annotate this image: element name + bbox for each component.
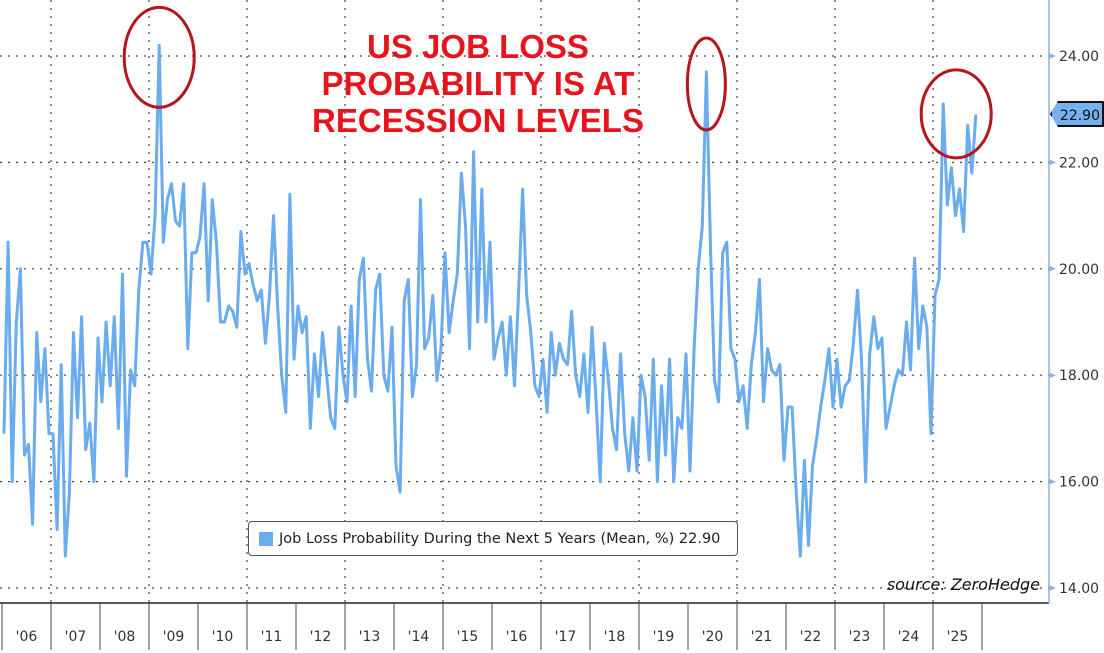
x-tick-label: '07 (65, 629, 87, 645)
y-tick-label: 18.00 (1059, 368, 1099, 384)
x-tick-label: '08 (114, 629, 136, 645)
x-axis: '06 '07 '08 '09 '10 '11 '12 '13 '14 '15 '16 '17 '18 '… (0, 602, 1049, 650)
x-tick-label: '12 (310, 629, 332, 645)
x-tick-label: '17 (555, 629, 577, 645)
legend: Job Loss Probability During the Next 5 Y… (248, 521, 738, 556)
y-tick (1049, 53, 1056, 59)
y-axis: 14.00 16.00 18.00 20.00 22.00 24.00 (1048, 0, 1099, 603)
y-tick-label: 16.00 (1059, 475, 1099, 491)
x-tick-label: '13 (359, 629, 381, 645)
legend-label: Job Loss Probability During the Next 5 Y… (279, 530, 721, 547)
y-tick-label: 20.00 (1059, 262, 1099, 278)
x-tick-label: '23 (849, 629, 871, 645)
y-tick-label: 24.00 (1059, 49, 1099, 65)
x-tick-label: '24 (898, 629, 920, 645)
x-tick-label: '19 (653, 629, 675, 645)
x-tick-label: '06 (16, 629, 38, 645)
title-line: PROBABILITY IS AT (321, 65, 635, 102)
legend-swatch (259, 531, 273, 546)
x-tick-label: '10 (212, 629, 234, 645)
last-value-label: 22.90 (1050, 101, 1104, 127)
highlight-circle (919, 68, 993, 160)
x-tick-label: '25 (947, 629, 969, 645)
highlight-circle (685, 36, 727, 132)
x-tick-label: '11 (261, 629, 283, 645)
y-tick (1049, 372, 1056, 379)
source-note: source: ZeroHedge (886, 575, 1040, 594)
chart-title: US JOB LOSS PROBABILITY IS AT RECESSION … (250, 28, 706, 139)
title-line: RECESSION LEVELS (312, 102, 644, 139)
y-tick (1049, 159, 1056, 166)
highlight-circles (122, 5, 993, 160)
x-tick-label: '15 (457, 629, 479, 645)
series-line (2, 43, 978, 558)
y-tick (1049, 478, 1056, 485)
x-tick-label: '21 (751, 629, 773, 645)
x-tick-label: '22 (800, 629, 822, 645)
x-tick-label: '18 (604, 629, 626, 645)
highlight-circle (122, 5, 196, 109)
y-tick (1049, 585, 1056, 591)
y-tick-label: 14.00 (1059, 581, 1099, 597)
x-tick-label: '14 (408, 629, 430, 645)
x-tick-label: '09 (163, 629, 185, 645)
y-tick (1049, 265, 1056, 272)
title-line: US JOB LOSS (367, 28, 589, 65)
x-tick-label: '16 (506, 629, 528, 645)
x-tick-label: '20 (702, 629, 724, 645)
y-tick-label: 22.00 (1059, 155, 1099, 171)
